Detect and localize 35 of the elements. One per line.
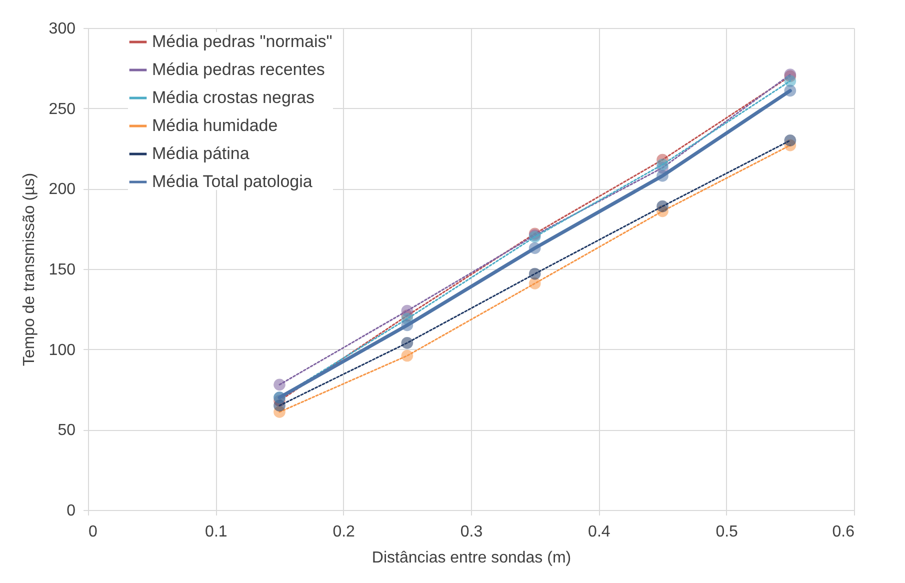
y-axis-title: Tempo de transmissão (µs) bbox=[20, 172, 38, 366]
y-tick-label: 100 bbox=[48, 342, 76, 359]
y-tick-label: 50 bbox=[58, 422, 76, 440]
y-tick-label: 200 bbox=[48, 181, 76, 198]
x-tick-label: 0.3 bbox=[460, 524, 483, 540]
point bbox=[656, 170, 668, 182]
x-tick-label: 0.2 bbox=[332, 524, 356, 540]
y-tick-label: 0 bbox=[66, 502, 76, 520]
legend-label: Média crostas negras bbox=[152, 88, 315, 107]
point bbox=[401, 337, 414, 349]
point bbox=[656, 158, 668, 170]
point bbox=[401, 319, 414, 332]
point bbox=[401, 350, 414, 362]
point bbox=[656, 200, 668, 212]
point bbox=[528, 278, 541, 290]
x-tick-label: 0.4 bbox=[588, 524, 610, 540]
point bbox=[528, 242, 541, 254]
point bbox=[784, 84, 796, 97]
legend-label: Média pedras recentes bbox=[152, 60, 325, 79]
point bbox=[274, 378, 286, 391]
point bbox=[528, 268, 541, 280]
y-tick-label: 250 bbox=[48, 100, 76, 118]
x-tick-label: 0.6 bbox=[832, 524, 855, 540]
legend-label: Média pátina bbox=[152, 144, 250, 163]
legend-label: Média Total patologia bbox=[152, 172, 313, 191]
x-tick-label: 0.5 bbox=[716, 524, 738, 540]
legend-label: Média humidade bbox=[152, 116, 278, 135]
x-tick-label: 0 bbox=[88, 524, 98, 540]
point bbox=[784, 134, 796, 146]
x-axis-title: Distâncias entre sondas (m) bbox=[372, 550, 572, 566]
legend-label: Média pedras "normais" bbox=[152, 32, 332, 51]
y-tick-label: 300 bbox=[48, 20, 76, 38]
x-tick-label: 0.1 bbox=[205, 524, 228, 540]
point bbox=[784, 75, 796, 87]
y-tick-label: 150 bbox=[48, 262, 76, 278]
